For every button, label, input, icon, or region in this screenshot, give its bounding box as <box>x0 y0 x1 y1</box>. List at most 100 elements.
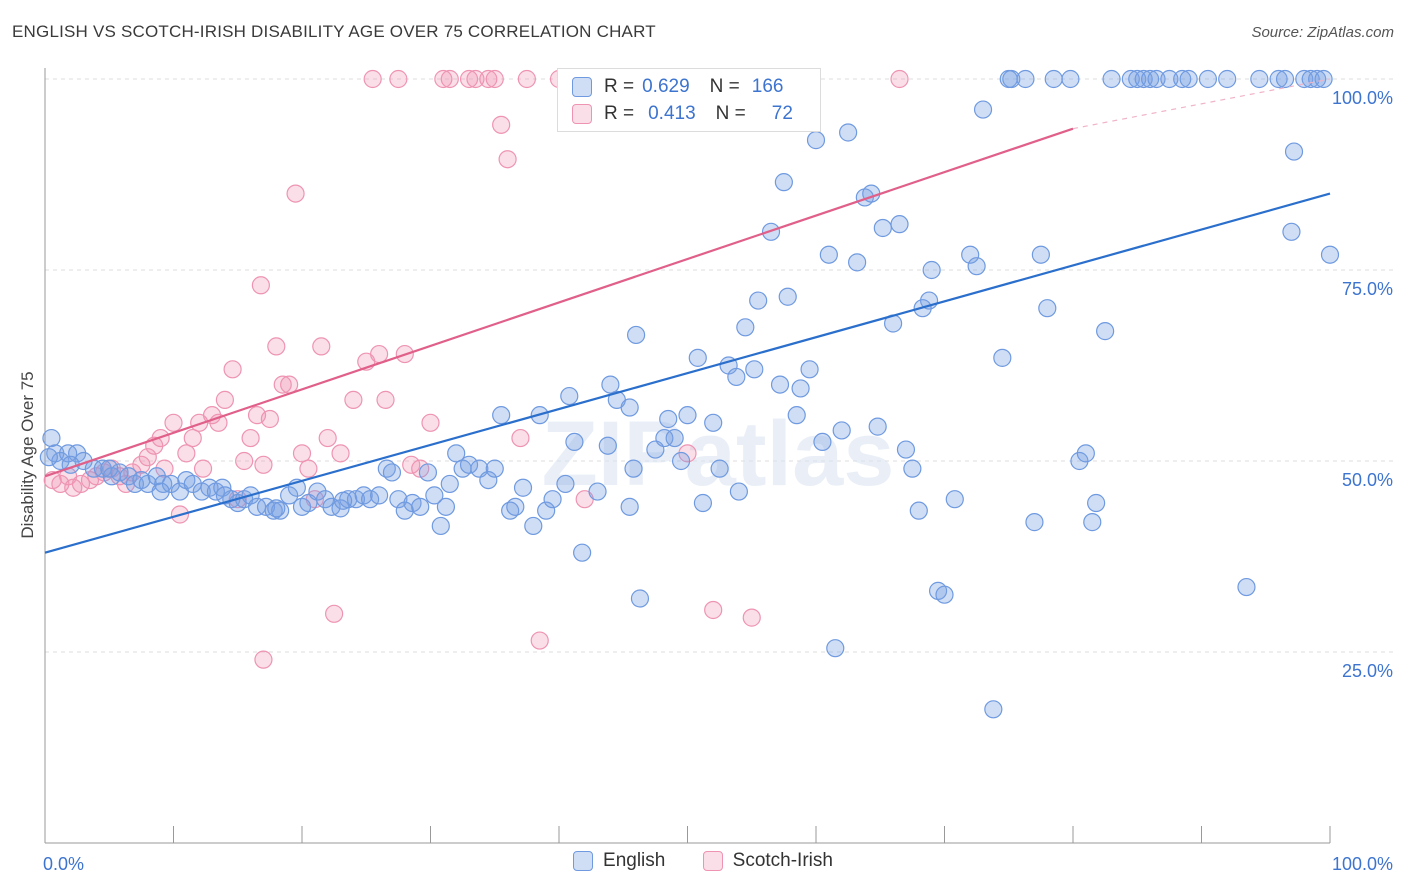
english-point <box>967 257 986 276</box>
legend-english-label: English <box>603 850 666 871</box>
english-point <box>813 432 832 451</box>
scotch-r-value: 0.413 <box>648 103 696 124</box>
english-point <box>704 413 723 432</box>
scotch-irish-point <box>273 375 292 394</box>
english-point <box>492 406 511 425</box>
y-tick-labels: 25.0% 50.0% 75.0% 100.0% <box>1332 88 1393 681</box>
scotch-irish-point <box>511 428 530 448</box>
english-point <box>1320 245 1340 264</box>
english-point <box>1134 69 1153 89</box>
english-point <box>1198 69 1218 89</box>
scotch-irish-point <box>155 459 174 478</box>
english-point <box>1218 69 1237 89</box>
english-point <box>729 482 749 501</box>
english-point <box>1250 69 1269 89</box>
english-point <box>370 486 389 505</box>
legend-english-swatch <box>573 851 594 871</box>
english-point <box>935 585 954 604</box>
trend-lines <box>44 78 1331 554</box>
english-point <box>110 463 129 482</box>
stats-box: R = 0.629 N = 166 R = 0.413 N = 72 <box>557 68 821 132</box>
english-point <box>51 451 70 471</box>
scotch-irish-point <box>530 631 549 650</box>
english-point <box>620 497 639 516</box>
english-point <box>1002 69 1021 89</box>
english-point <box>1061 69 1080 89</box>
english-point <box>665 428 684 448</box>
legend: English Scotch-Irish <box>0 850 1406 877</box>
scotch-irish-point <box>479 69 498 89</box>
english-point <box>506 497 525 516</box>
scotch-irish-point <box>370 344 389 364</box>
english-point <box>659 409 678 429</box>
scotch-n-value: 72 <box>771 103 793 124</box>
english-point <box>736 318 755 337</box>
english-point <box>418 463 438 482</box>
scotch-irish-point <box>421 413 440 432</box>
legend-scotch-label: Scotch-Irish <box>732 850 833 871</box>
english-point <box>1031 245 1050 264</box>
scotch-irish-point <box>466 69 485 89</box>
english-trend-line <box>44 192 1331 554</box>
english-point <box>322 497 341 516</box>
english-point <box>215 486 234 505</box>
english-point <box>382 463 402 482</box>
english-point <box>678 406 697 425</box>
english-point <box>513 478 533 497</box>
english-point <box>1269 69 1288 89</box>
scotch-irish-point <box>704 600 723 620</box>
english-point <box>1140 69 1160 89</box>
scotch-irish-points <box>43 69 909 669</box>
english-point <box>806 131 826 150</box>
stats-row-english: R = 0.629 N = 166 <box>572 74 783 100</box>
scotch-irish-point <box>742 608 761 627</box>
english-point <box>1301 69 1320 89</box>
y-tick-label: 75.0% <box>1342 279 1393 299</box>
scotch-irish-point <box>485 69 504 89</box>
scotch-irish-point <box>492 115 511 134</box>
english-point <box>620 398 639 417</box>
english-point <box>440 474 459 494</box>
english-point <box>749 291 768 310</box>
english-point <box>791 379 810 398</box>
english-swatch <box>572 77 592 97</box>
english-point <box>671 451 691 471</box>
english-point <box>896 440 916 459</box>
english-n-value: 166 <box>751 76 784 97</box>
english-point <box>1076 444 1095 463</box>
english-point <box>334 491 353 510</box>
scotch-irish-trend-extension <box>1072 78 1331 130</box>
english-point <box>264 501 283 520</box>
scotch-irish-point <box>325 604 344 623</box>
legend-item-scotch-irish[interactable]: Scotch-Irish <box>702 850 833 872</box>
english-point <box>1284 142 1304 161</box>
english-point <box>1128 69 1147 89</box>
english-point <box>868 417 887 436</box>
english-point <box>316 490 335 509</box>
english-point <box>411 497 430 516</box>
english-point <box>1083 513 1102 532</box>
english-point <box>1282 222 1301 241</box>
x-tick-label: 100.0% <box>1332 854 1393 874</box>
english-point <box>308 482 327 501</box>
english-point <box>1275 69 1295 89</box>
scotch-irish-point <box>517 69 536 89</box>
english-point <box>922 260 941 280</box>
english-point <box>459 455 479 474</box>
english-point <box>1314 69 1333 89</box>
english-point <box>710 459 729 478</box>
scotch-irish-point <box>678 444 697 463</box>
scotch-irish-point <box>254 455 273 474</box>
scotch-irish-point <box>434 69 453 89</box>
chart-title: ENGLISH VS SCOTCH-IRISH DISABILITY AGE O… <box>12 22 656 41</box>
english-point <box>389 490 408 509</box>
english-point <box>598 436 617 455</box>
scotch-irish-point <box>71 474 91 494</box>
legend-item-english[interactable]: English <box>573 850 665 872</box>
english-point <box>839 123 858 142</box>
scotch-irish-point <box>363 69 382 89</box>
scotch-irish-point <box>376 390 395 409</box>
scotch-irish-point <box>344 390 363 409</box>
scotch-irish-trend-line <box>44 127 1074 478</box>
